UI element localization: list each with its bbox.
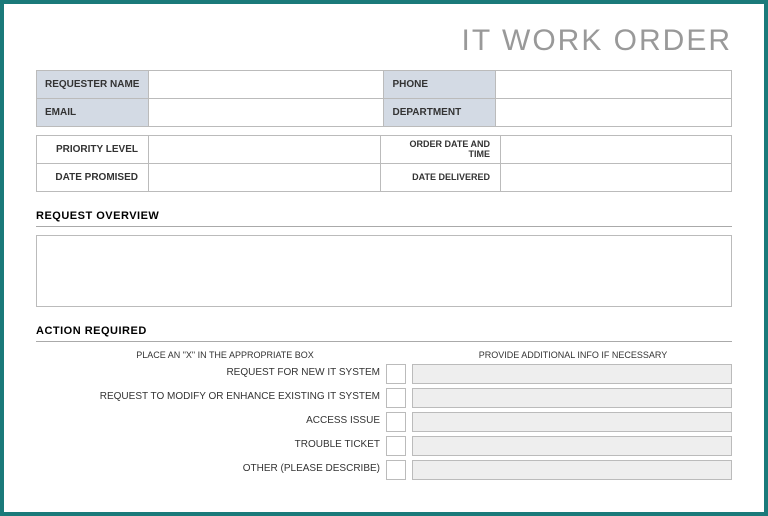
- action-info-field[interactable]: [412, 364, 732, 384]
- action-label: REQUEST TO MODIFY OR ENHANCE EXISTING IT…: [36, 388, 386, 403]
- action-info-field[interactable]: [412, 460, 732, 480]
- overview-heading: REQUEST OVERVIEW: [36, 210, 732, 222]
- divider: [36, 341, 732, 342]
- requester-name-field[interactable]: [148, 71, 384, 99]
- action-row: ACCESS ISSUE: [36, 412, 732, 432]
- table-row: REQUESTER NAME PHONE: [37, 71, 732, 99]
- priority-label: PRIORITY LEVEL: [37, 136, 149, 164]
- department-label: DEPARTMENT: [384, 99, 496, 127]
- requester-table: REQUESTER NAME PHONE EMAIL DEPARTMENT: [36, 70, 732, 127]
- action-checkbox[interactable]: [386, 412, 406, 432]
- action-info-field[interactable]: [412, 436, 732, 456]
- order-date-field[interactable]: [501, 136, 732, 164]
- action-row: TROUBLE TICKET: [36, 436, 732, 456]
- overview-textarea[interactable]: [36, 235, 732, 307]
- date-promised-label: DATE PROMISED: [37, 164, 149, 192]
- action-label: REQUEST FOR NEW IT SYSTEM: [36, 364, 386, 379]
- action-col1-label: PLACE AN "X" IN THE APPROPRIATE BOX: [36, 350, 414, 360]
- action-label: OTHER (PLEASE DESCRIBE): [36, 460, 386, 475]
- order-date-label: ORDER DATE AND TIME: [381, 136, 501, 164]
- action-info-field[interactable]: [412, 412, 732, 432]
- action-label: TROUBLE TICKET: [36, 436, 386, 451]
- action-checkbox[interactable]: [386, 364, 406, 384]
- phone-field[interactable]: [496, 71, 732, 99]
- action-checkbox[interactable]: [386, 460, 406, 480]
- order-table: PRIORITY LEVEL ORDER DATE AND TIME DATE …: [36, 135, 732, 192]
- priority-field[interactable]: [149, 136, 381, 164]
- phone-label: PHONE: [384, 71, 496, 99]
- action-info-field[interactable]: [412, 388, 732, 408]
- email-label: EMAIL: [37, 99, 149, 127]
- table-row: EMAIL DEPARTMENT: [37, 99, 732, 127]
- email-field[interactable]: [148, 99, 384, 127]
- requester-name-label: REQUESTER NAME: [37, 71, 149, 99]
- table-row: PRIORITY LEVEL ORDER DATE AND TIME: [37, 136, 732, 164]
- form-title: IT WORK ORDER: [36, 24, 732, 58]
- table-row: DATE PROMISED DATE DELIVERED: [37, 164, 732, 192]
- date-delivered-label: DATE DELIVERED: [381, 164, 501, 192]
- date-delivered-field[interactable]: [501, 164, 732, 192]
- divider: [36, 226, 732, 227]
- action-row: OTHER (PLEASE DESCRIBE): [36, 460, 732, 480]
- action-column-headers: PLACE AN "X" IN THE APPROPRIATE BOX PROV…: [36, 350, 732, 360]
- action-label: ACCESS ISSUE: [36, 412, 386, 427]
- action-col2-label: PROVIDE ADDITIONAL INFO IF NECESSARY: [414, 350, 732, 360]
- department-field[interactable]: [496, 99, 732, 127]
- action-row: REQUEST FOR NEW IT SYSTEM: [36, 364, 732, 384]
- action-checkbox[interactable]: [386, 436, 406, 456]
- action-checkbox[interactable]: [386, 388, 406, 408]
- action-heading: ACTION REQUIRED: [36, 325, 732, 337]
- date-promised-field[interactable]: [149, 164, 381, 192]
- action-row: REQUEST TO MODIFY OR ENHANCE EXISTING IT…: [36, 388, 732, 408]
